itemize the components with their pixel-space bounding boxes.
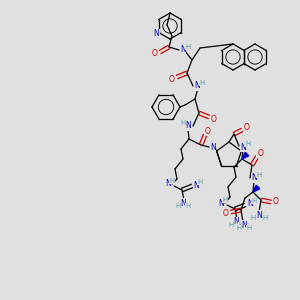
Text: O: O — [258, 149, 264, 158]
Polygon shape — [242, 152, 249, 159]
Text: O: O — [223, 209, 229, 218]
Text: N: N — [241, 220, 247, 230]
Text: O: O — [169, 74, 175, 83]
Text: H: H — [169, 178, 175, 184]
Text: H: H — [185, 44, 190, 50]
Text: N: N — [210, 142, 216, 152]
Text: H: H — [262, 215, 268, 221]
Text: N: N — [193, 181, 199, 190]
Text: N: N — [180, 199, 186, 208]
Text: N: N — [180, 46, 186, 55]
Text: N: N — [256, 211, 262, 220]
Text: H: H — [180, 120, 186, 126]
Text: H: H — [228, 222, 234, 228]
Text: H: H — [176, 203, 181, 209]
Text: H: H — [251, 198, 256, 204]
Text: O: O — [205, 127, 211, 136]
Text: N: N — [194, 82, 200, 91]
Text: N: N — [247, 200, 253, 208]
Text: N: N — [165, 179, 171, 188]
Text: N: N — [251, 173, 257, 182]
Text: H: H — [236, 225, 242, 231]
Text: H: H — [246, 225, 252, 231]
Text: N: N — [218, 199, 224, 208]
Text: H: H — [245, 141, 250, 147]
Text: H: H — [238, 222, 244, 228]
Text: H: H — [185, 203, 190, 209]
Text: O: O — [152, 50, 158, 58]
Text: H: H — [200, 80, 205, 86]
Text: H: H — [222, 197, 228, 203]
Text: N: N — [233, 218, 239, 226]
Text: O: O — [211, 115, 217, 124]
Text: N: N — [240, 142, 246, 152]
Text: N: N — [154, 29, 159, 38]
Text: N: N — [185, 122, 191, 130]
Text: O: O — [273, 197, 279, 206]
Text: O: O — [244, 124, 250, 133]
Text: H: H — [250, 215, 256, 221]
Text: H: H — [256, 172, 262, 178]
Text: H: H — [197, 179, 202, 185]
Polygon shape — [253, 185, 260, 192]
